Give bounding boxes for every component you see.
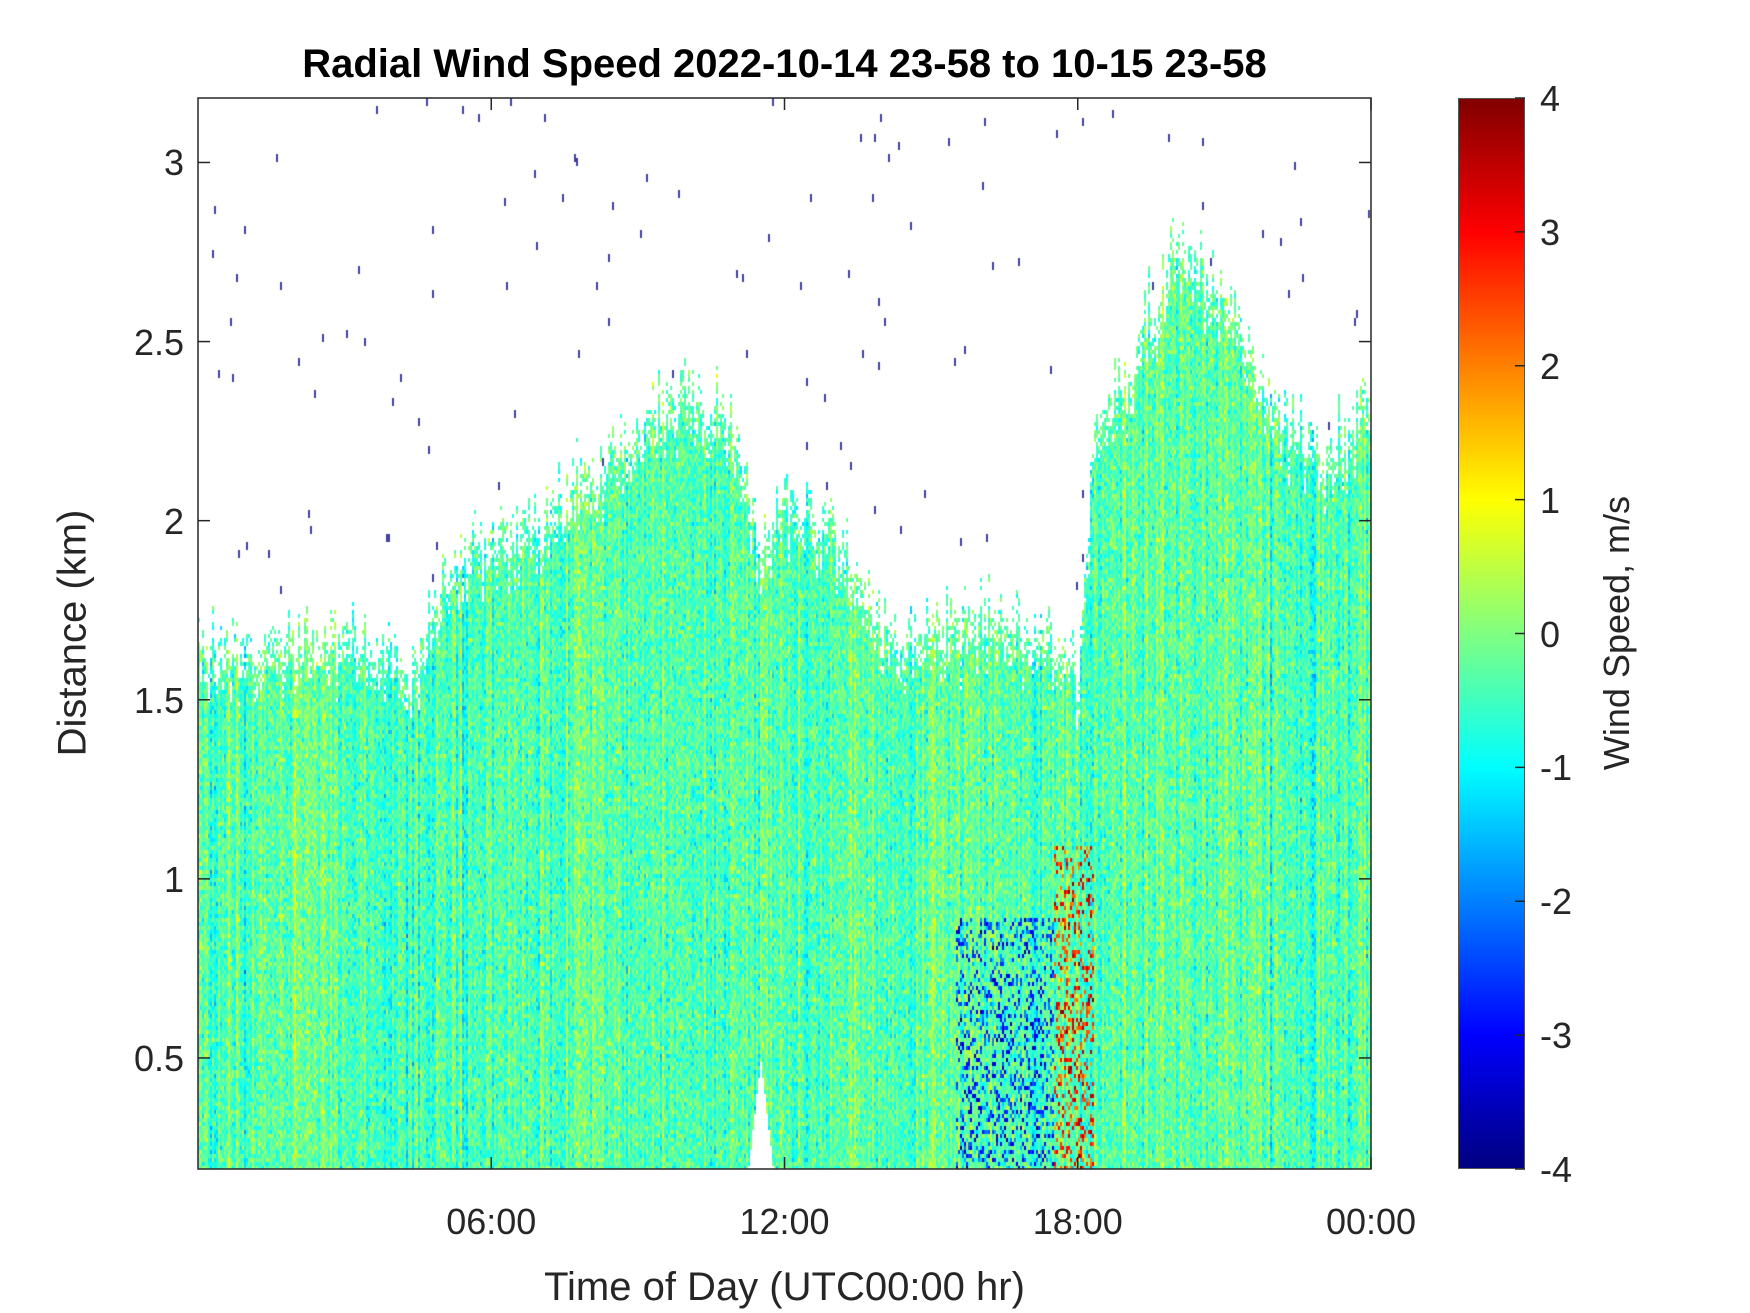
x-tick-label: 12:00 bbox=[739, 1201, 830, 1242]
y-tick-label: 2.5 bbox=[133, 321, 184, 363]
colorbar-tick-label: 0 bbox=[1540, 613, 1561, 655]
x-axis-label: Time of Day (UTC00:00 hr) bbox=[544, 1265, 1025, 1309]
colorbar-tick-label: -4 bbox=[1540, 1149, 1573, 1190]
heatmap-field bbox=[198, 98, 1371, 1169]
colorbar-tick-label: 1 bbox=[1540, 479, 1561, 521]
y-tick-label: 1 bbox=[163, 858, 184, 900]
colorbar-label: Wind Speed, m/s bbox=[1596, 495, 1637, 771]
colorbar-tick-label: 3 bbox=[1540, 211, 1561, 253]
colorbar-tick-label: -1 bbox=[1540, 747, 1573, 789]
plot-border bbox=[197, 97, 1372, 1170]
y-axis-label: Distance (km) bbox=[50, 509, 95, 757]
x-tick-label: 18:00 bbox=[1032, 1201, 1123, 1242]
y-tick-label: 2 bbox=[163, 500, 184, 542]
colorbar bbox=[1458, 98, 1525, 1169]
y-tick-label: 0.5 bbox=[133, 1037, 184, 1079]
colorbar-tick-label: 4 bbox=[1540, 78, 1561, 119]
colorbar-tick-label: -3 bbox=[1540, 1015, 1573, 1057]
x-tick-label: 06:00 bbox=[446, 1201, 537, 1242]
colorbar-tick-label: 2 bbox=[1540, 345, 1561, 387]
x-tick-label: 00:00 bbox=[1325, 1201, 1417, 1242]
chart-title: Radial Wind Speed 2022-10-14 23-58 to 10… bbox=[302, 42, 1267, 86]
y-tick-label: 1.5 bbox=[133, 679, 184, 721]
colorbar-tick-label: -2 bbox=[1540, 881, 1573, 923]
y-tick-label: 3 bbox=[163, 142, 184, 184]
